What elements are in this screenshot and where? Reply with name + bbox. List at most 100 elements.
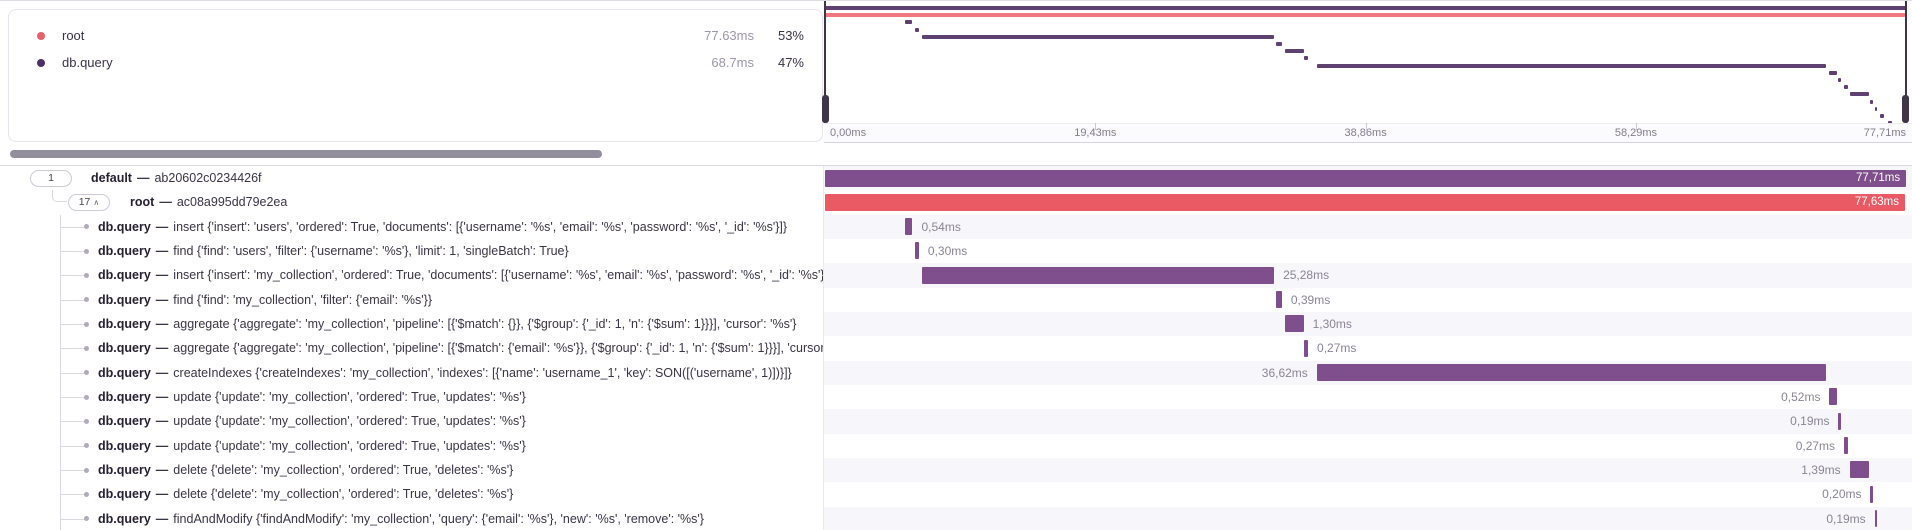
span-description: ab20602c0234426f [154, 171, 262, 186]
span-duration-label: 0,30ms [927, 243, 968, 258]
span-bar-cell[interactable]: 25,28ms [824, 263, 1912, 288]
span-row[interactable]: db.query — delete {'delete': 'my_collectio… [0, 482, 1912, 507]
tree-horizontal-connector [60, 372, 86, 374]
span-description: find {'find': 'users', 'filter': {'usern… [173, 244, 569, 259]
legend-items: root 77.63ms 53% db.query 68.7ms 47% [37, 22, 804, 76]
span-tree-cell[interactable]: db.query — delete {'delete': 'my_collectio… [0, 482, 824, 507]
span-bar-cell[interactable]: 0,27ms [824, 434, 1912, 458]
span-duration-bar[interactable] [922, 266, 1275, 284]
span-tree-cell[interactable]: db.query — aggregate {'aggregate': 'my_col… [0, 336, 824, 361]
span-bar-cell[interactable]: 0,52ms [824, 385, 1912, 409]
span-row[interactable]: db.query — aggregate {'aggregate': 'my_col… [0, 336, 1912, 361]
span-tree-cell[interactable]: db.query — aggregate {'aggregate': 'my_col… [0, 311, 824, 337]
span-bar-cell[interactable]: 0,30ms [824, 239, 1912, 263]
span-duration-bar[interactable] [1849, 461, 1869, 479]
legend-item: db.query 68.7ms 47% [37, 49, 804, 76]
span-separator: — [155, 438, 169, 453]
span-duration-bar[interactable] [1874, 510, 1878, 528]
span-tree-cell[interactable]: db.query — find {'find': 'users', 'filter'… [0, 238, 824, 264]
minimap-span [922, 34, 1275, 39]
trace-minimap[interactable]: 0,00ms 19,43ms 38,86ms 58,29ms 77,71ms [822, 1, 1912, 143]
span-duration-bar[interactable] [1829, 388, 1837, 406]
tree-node-dot-icon [84, 467, 89, 473]
span-duration-bar[interactable] [904, 218, 913, 236]
span-row[interactable]: db.query — aggregate {'aggregate': 'my_col… [0, 311, 1912, 337]
tree-node-dot-icon [84, 370, 89, 376]
minimap-right-grip[interactable] [1902, 95, 1909, 123]
span-row[interactable]: db.query — createIndexes {'createIndexes':… [0, 360, 1912, 385]
span-duration-label: 0,27ms [1317, 341, 1357, 356]
span-row[interactable]: db.query — findAndModify {'findAndModify':… [0, 506, 1912, 530]
span-op-label: db.query [98, 317, 151, 332]
span-row[interactable]: db.query — update {'update': 'my_collectio… [0, 433, 1912, 458]
span-row[interactable]: db.query — find {'find': 'my_collection', … [0, 287, 1912, 312]
span-duration-bar[interactable] [1276, 291, 1282, 309]
span-bar-cell[interactable]: 0,27ms [824, 336, 1912, 360]
minimap-span [1285, 49, 1304, 54]
span-duration-bar[interactable]: 77,71ms [825, 169, 1907, 187]
span-duration-bar[interactable] [1870, 485, 1874, 503]
span-row[interactable]: db.query — find {'find': 'users', 'filter'… [0, 238, 1912, 264]
span-tree-cell[interactable]: db.query — createIndexes {'createIndexes':… [0, 360, 824, 385]
span-separator: — [136, 171, 150, 186]
horizontal-scrollbar[interactable] [0, 143, 1912, 166]
span-row[interactable]: db.query — insert {'insert': 'users', 'ord… [0, 214, 1912, 239]
span-bar-cell[interactable]: 36,62ms [824, 360, 1912, 385]
span-tree-cell[interactable]: db.query — insert {'insert': 'my_collectio… [0, 263, 824, 288]
span-duration-label: 77,71ms [1855, 171, 1901, 184]
span-tree-cell[interactable]: db.query — update {'update': 'my_collectio… [0, 409, 824, 434]
span-op-label: root [130, 195, 155, 210]
span-row[interactable]: db.query — insert {'insert': 'my_collectio… [0, 263, 1912, 288]
span-bar-cell[interactable]: 77,71ms [824, 166, 1912, 191]
span-description: find {'find': 'my_collection', 'filter':… [173, 292, 433, 307]
span-bar-cell[interactable]: 1,39ms [824, 457, 1912, 483]
span-count-badge[interactable]: 17 ∧ [68, 193, 110, 211]
span-duration-bar[interactable] [1838, 412, 1842, 430]
span-tree-cell[interactable]: 17 ∧ root — ac08a995dd79e2ea [0, 190, 824, 215]
span-description: insert {'insert': 'users', 'ordered': Tr… [173, 219, 788, 234]
span-duration-bar[interactable] [1285, 315, 1304, 333]
legend-duration: 68.7ms [711, 55, 754, 70]
span-description: delete {'delete': 'my_collection', 'orde… [173, 487, 514, 502]
span-separator: — [155, 244, 169, 259]
minimap-span [1874, 106, 1878, 111]
span-row[interactable]: 17 ∧ root — ac08a995dd79e2ea 77,63ms [0, 190, 1912, 215]
span-row[interactable]: db.query — update {'update': 'my_collectio… [0, 409, 1912, 434]
timeline-tick-label: 19,43ms [1074, 127, 1117, 139]
span-duration-bar[interactable]: 77,63ms [825, 193, 1905, 211]
span-bar-cell[interactable]: 0,19ms [824, 506, 1912, 530]
tree-node-dot-icon [84, 345, 89, 351]
span-duration-bar[interactable] [1316, 364, 1827, 382]
tree-vertical-connector [60, 506, 61, 530]
span-row[interactable]: 1 default — ab20602c0234426f 77,71ms [0, 166, 1912, 191]
span-duration-bar[interactable] [914, 242, 919, 260]
span-tree-cell[interactable]: db.query — delete {'delete': 'my_collectio… [0, 457, 824, 483]
span-duration-bar[interactable] [1844, 437, 1848, 455]
span-bar-cell[interactable]: 0,19ms [824, 409, 1912, 434]
span-count-badge[interactable]: 1 [30, 169, 72, 187]
span-duration-bar[interactable] [1304, 339, 1309, 357]
span-bar-cell[interactable]: 1,30ms [824, 311, 1912, 337]
span-tree-cell[interactable]: db.query — update {'update': 'my_collectio… [0, 384, 824, 410]
minimap-left-grip[interactable] [822, 95, 829, 123]
span-bar-cell[interactable]: 0,39ms [824, 288, 1912, 312]
span-row[interactable]: db.query — update {'update': 'my_collectio… [0, 384, 1912, 410]
legend-op-label: db.query [62, 55, 113, 70]
span-tree-cell[interactable]: db.query — update {'update': 'my_collectio… [0, 433, 824, 458]
timeline-tick-label: 77,71ms [1863, 127, 1906, 139]
span-row[interactable]: db.query — delete {'delete': 'my_collectio… [0, 457, 1912, 483]
tree-horizontal-connector [60, 445, 86, 447]
legend-duration: 77.63ms [704, 28, 754, 43]
span-bar-cell[interactable]: 0,20ms [824, 482, 1912, 506]
span-tree-cell[interactable]: db.query — findAndModify {'findAndModify':… [0, 506, 824, 530]
span-bar-cell[interactable]: 0,54ms [824, 214, 1912, 239]
span-tree-cell[interactable]: db.query — insert {'insert': 'users', 'ord… [0, 214, 824, 239]
minimap-right-handle-line [1905, 1, 1907, 123]
span-bar-cell[interactable]: 77,63ms [824, 190, 1912, 214]
minimap-spans[interactable] [824, 1, 1912, 123]
tree-node-dot-icon [84, 321, 89, 327]
span-description: ac08a995dd79e2ea [176, 195, 288, 210]
span-tree-cell[interactable]: 1 default — ab20602c0234426f [0, 166, 824, 191]
span-tree-cell[interactable]: db.query — find {'find': 'my_collection', … [0, 287, 824, 312]
scrollbar-thumb[interactable] [10, 150, 602, 158]
